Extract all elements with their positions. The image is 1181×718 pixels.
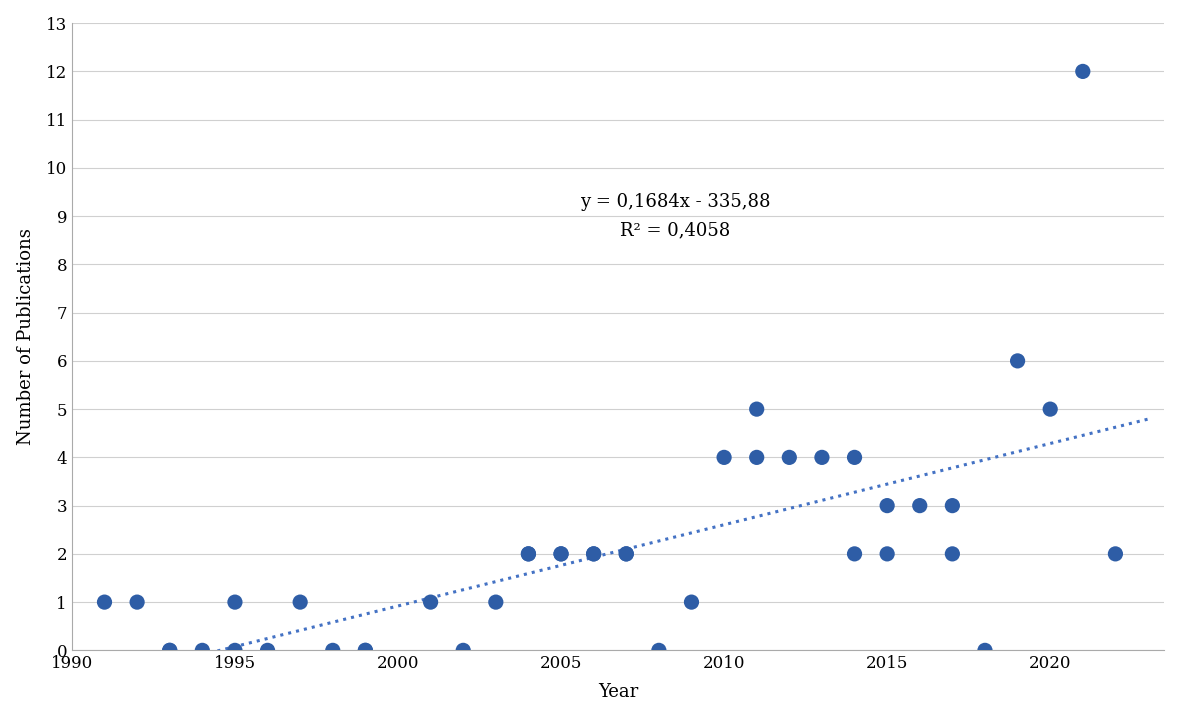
Point	[813, 452, 831, 463]
Point	[128, 597, 146, 608]
Point	[846, 452, 864, 463]
Point	[518, 548, 537, 559]
X-axis label: Year: Year	[598, 684, 638, 701]
Point	[259, 645, 278, 656]
Point	[683, 597, 702, 608]
Point	[454, 645, 472, 656]
Point	[616, 548, 635, 559]
Point	[487, 597, 505, 608]
Point	[355, 645, 374, 656]
Point	[616, 548, 635, 559]
Point	[585, 548, 603, 559]
Point	[291, 597, 309, 608]
Point	[942, 500, 961, 511]
Point	[226, 645, 244, 656]
Point	[748, 404, 766, 415]
Point	[94, 597, 113, 608]
Point	[976, 645, 994, 656]
Point	[355, 645, 374, 656]
Point	[877, 500, 896, 511]
Point	[715, 452, 733, 463]
Point	[877, 548, 896, 559]
Point	[748, 452, 766, 463]
Point	[942, 548, 961, 559]
Point	[650, 645, 668, 656]
Point	[1105, 548, 1124, 559]
Text: y = 0,1684x - 335,88
R² = 0,4058: y = 0,1684x - 335,88 R² = 0,4058	[580, 192, 770, 240]
Point	[1009, 355, 1027, 367]
Point	[518, 548, 537, 559]
Point	[846, 548, 864, 559]
Point	[585, 548, 603, 559]
Point	[324, 645, 342, 656]
Point	[552, 548, 570, 559]
Point	[1040, 404, 1059, 415]
Point	[161, 645, 180, 656]
Point	[193, 645, 211, 656]
Point	[552, 548, 570, 559]
Y-axis label: Number of Publications: Number of Publications	[17, 228, 34, 445]
Point	[1074, 65, 1092, 77]
Point	[161, 645, 180, 656]
Point	[779, 452, 798, 463]
Point	[226, 597, 244, 608]
Point	[422, 597, 441, 608]
Point	[911, 500, 929, 511]
